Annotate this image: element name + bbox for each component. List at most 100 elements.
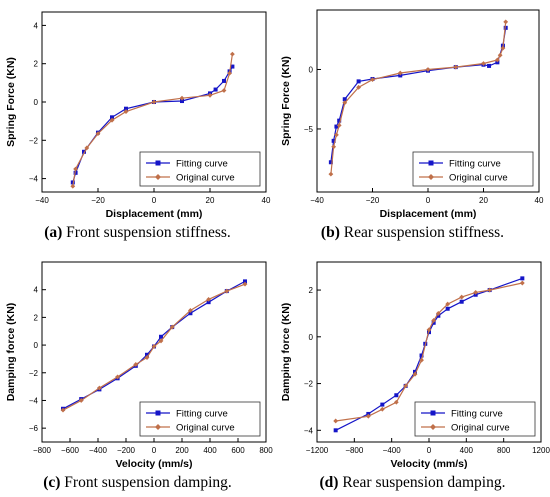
data-point: [328, 160, 333, 165]
data-point: [379, 406, 385, 412]
data-point: [520, 276, 525, 281]
x-axis-label: Velocity (mm/s): [115, 458, 192, 470]
data-point: [230, 51, 235, 57]
caption-letter: (d): [319, 474, 339, 491]
y-tick-label: −2: [29, 136, 39, 145]
data-point: [123, 109, 129, 114]
data-point: [73, 170, 78, 175]
data-point: [426, 327, 432, 333]
data-point: [144, 355, 150, 360]
data-point: [151, 99, 157, 105]
x-tick-label: 800: [259, 446, 273, 455]
data-point: [403, 383, 409, 389]
data-point: [207, 92, 213, 98]
chart-rear-damping: −1200 −800 −400 0 400 800 1200 −4 −2 0 2 Velocity (…: [280, 261, 550, 470]
data-point: [419, 353, 424, 358]
legend-label: Fitting curve: [451, 409, 503, 420]
x-tick-label: 800: [497, 446, 511, 455]
data-point: [227, 70, 232, 76]
data-point: [60, 407, 66, 413]
data-point: [213, 87, 218, 92]
data-point: [188, 308, 193, 313]
legend-label: Original curve: [451, 423, 510, 434]
y-tick-label: −4: [304, 426, 314, 435]
data-point: [365, 413, 371, 419]
y-tick-label: 0: [34, 98, 39, 107]
data-point: [459, 299, 464, 304]
x-tick-label: −40: [310, 196, 324, 205]
figure-caption: (c) Front suspension damping.: [0, 474, 275, 492]
caption-text: Rear suspension stiffness.: [339, 224, 505, 241]
data-point: [82, 149, 86, 154]
data-point: [336, 122, 342, 128]
data-point: [158, 338, 164, 344]
x-axis-label: Velocity (mm/s): [390, 458, 467, 470]
x-tick-label: 0: [427, 446, 432, 455]
data-point: [124, 106, 128, 111]
y-axis-label: Spring Force (KN): [280, 56, 292, 146]
legend-swatch-marker: [430, 410, 436, 416]
x-tick-label: 400: [460, 446, 474, 455]
data-point: [188, 311, 193, 316]
y-tick-label: 0: [309, 333, 314, 342]
y-tick-label: −2: [29, 369, 39, 378]
x-tick-label: 20: [479, 196, 488, 205]
legend-swatch-marker: [155, 160, 161, 166]
x-tick-label: −800: [345, 446, 364, 455]
chart-front-damping: −800 −600 −400 −200 0 200 400 600 800 −6 −4 −2 0 2 4 Ve…: [5, 261, 273, 470]
legend-label: Fitting curve: [176, 159, 228, 170]
series-line: [330, 21, 507, 175]
data-point: [151, 344, 157, 349]
y-tick-label: −4: [29, 396, 39, 405]
legend-label: Original curve: [176, 173, 235, 184]
x-tick-label: −20: [91, 196, 105, 205]
figure-caption: (b) Rear suspension stiffness.: [275, 224, 550, 242]
x-tick-label: 0: [152, 446, 157, 455]
data-point: [459, 294, 465, 300]
y-tick-label: −4: [29, 175, 39, 184]
data-point: [242, 281, 248, 287]
data-point: [230, 64, 235, 69]
data-point: [356, 79, 361, 84]
x-tick-label: 40: [262, 196, 271, 205]
x-axis-label: Displacement (mm): [380, 208, 477, 220]
data-point: [70, 180, 75, 185]
data-point: [224, 288, 230, 294]
data-point: [393, 399, 399, 405]
data-point: [84, 145, 90, 151]
x-tick-label: 20: [206, 196, 215, 205]
y-tick-label: 2: [34, 313, 39, 322]
x-tick-label: 0: [426, 196, 431, 205]
data-point: [78, 398, 84, 403]
legend-label: Fitting curve: [176, 409, 228, 420]
data-point: [333, 418, 339, 424]
data-point: [497, 52, 503, 58]
x-tick-label: −1200: [306, 446, 329, 455]
legend-swatch-marker: [430, 424, 436, 430]
x-axis-label: Displacement (mm): [106, 208, 203, 220]
x-tick-label: −400: [89, 446, 108, 455]
data-point: [500, 45, 506, 51]
data-point: [333, 428, 338, 433]
data-point: [110, 115, 114, 120]
y-axis-label: Damping force (KN): [5, 303, 17, 402]
data-point: [487, 63, 492, 68]
caption-text: Rear suspension damping.: [338, 474, 506, 491]
data-point: [145, 352, 149, 357]
legend-box: [414, 401, 536, 437]
data-point: [97, 385, 102, 391]
caption-text: Front suspension damping.: [60, 474, 232, 491]
data-point: [221, 88, 227, 93]
data-point: [179, 95, 185, 101]
data-point: [222, 78, 226, 83]
data-point: [95, 131, 101, 136]
data-point: [206, 300, 211, 305]
data-point: [180, 99, 184, 104]
data-point: [73, 166, 78, 172]
x-tick-label: 600: [231, 446, 245, 455]
y-tick-label: 4: [34, 21, 39, 30]
data-point: [328, 171, 334, 177]
y-tick-label: 4: [34, 286, 39, 295]
data-point: [334, 132, 339, 138]
